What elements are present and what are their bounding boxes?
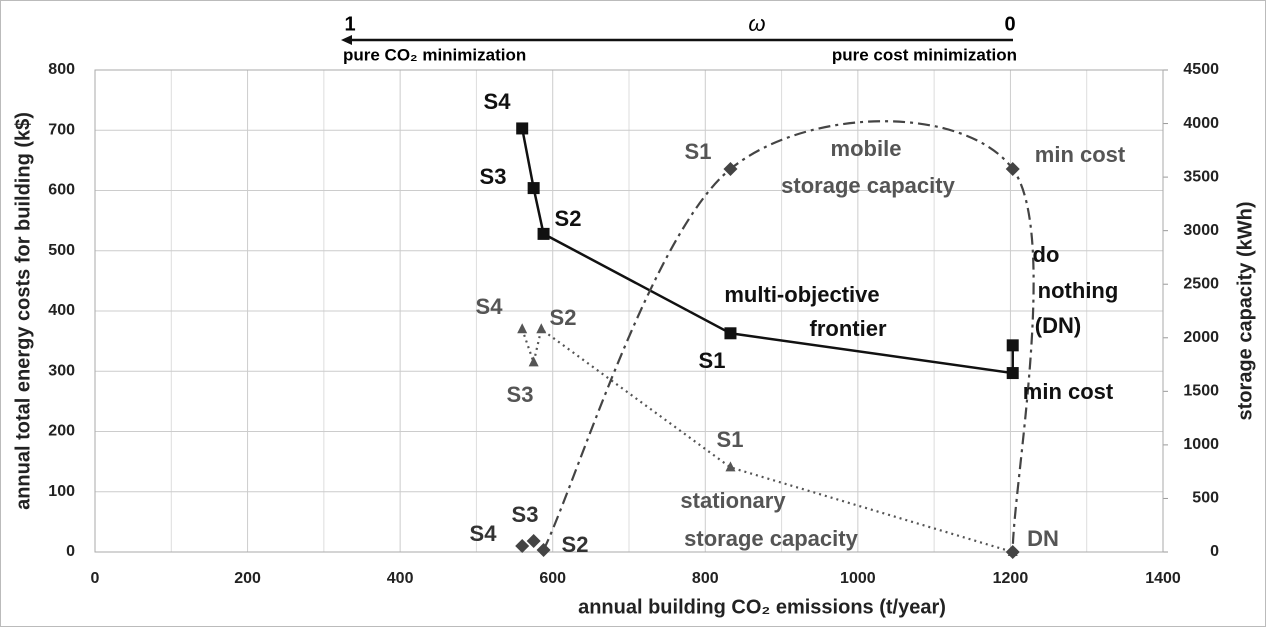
- annotation: S3: [507, 382, 534, 407]
- y2-tick-label: 4000: [1183, 115, 1219, 132]
- marker: [536, 542, 551, 557]
- omega-right: 0: [1004, 13, 1015, 35]
- y-tick-label: 400: [48, 302, 75, 319]
- y-tick-label: 700: [48, 121, 75, 138]
- annotation: frontier: [810, 316, 887, 341]
- annotation: S4: [476, 294, 504, 319]
- y-tick-label: 300: [48, 362, 75, 379]
- annotation: S3: [480, 164, 507, 189]
- marker: [517, 323, 528, 334]
- annotation: S1: [699, 348, 726, 373]
- y-tick-label: 600: [48, 182, 75, 199]
- y2-tick-label: 2000: [1183, 329, 1219, 346]
- marker: [1006, 339, 1019, 352]
- y2-tick-label: 3000: [1183, 222, 1219, 239]
- y2-tick-label: 0: [1210, 543, 1219, 560]
- y-tick-label: 0: [66, 543, 75, 560]
- annotation: multi-objective: [724, 282, 879, 307]
- x-tick-label: 800: [692, 570, 719, 587]
- marker: [515, 539, 530, 554]
- y-axis-title: annual total energy costs for building (…: [12, 112, 34, 510]
- y2-tick-label: 1500: [1183, 383, 1219, 400]
- omega-left: 1: [344, 13, 355, 35]
- marker: [537, 227, 550, 240]
- marker: [526, 533, 541, 548]
- marker: [1006, 367, 1019, 380]
- marker: [528, 356, 539, 367]
- marker: [516, 122, 529, 135]
- x-tick-label: 0: [91, 570, 100, 587]
- x-axis-title: annual building CO₂ emissions (t/year): [578, 596, 946, 618]
- annotation: S4: [470, 521, 498, 546]
- y2-axis-title: storage capacity (kWh): [1234, 202, 1256, 421]
- annotation: min cost: [1023, 379, 1114, 404]
- annotation: (DN): [1035, 313, 1081, 338]
- omega-left-text: pure CO₂ minimization: [343, 45, 526, 64]
- y-tick-label: 800: [48, 61, 75, 78]
- x-tick-label: 1200: [993, 570, 1029, 587]
- x-tick-label: 200: [234, 570, 261, 587]
- marker: [723, 161, 738, 176]
- x-tick-label: 1400: [1145, 570, 1181, 587]
- annotation: S2: [555, 206, 582, 231]
- marker: [724, 327, 737, 340]
- plot-border: [94, 69, 1164, 553]
- annotation: S3: [512, 502, 539, 527]
- y-tick-label: 100: [48, 483, 75, 500]
- y2-tick-label: 500: [1192, 490, 1219, 507]
- y2-tick-label: 3500: [1183, 168, 1219, 185]
- x-tick-label: 600: [539, 570, 566, 587]
- marker: [1005, 545, 1020, 559]
- annotation: S1: [717, 427, 744, 452]
- y-tick-label: 500: [48, 242, 75, 259]
- annotation: S1: [685, 139, 712, 164]
- omega-arrowhead: [341, 35, 352, 45]
- marker: [536, 323, 547, 334]
- omega-right-text: pure cost minimization: [832, 45, 1017, 64]
- annotation: stationary: [680, 488, 786, 513]
- omega-label: ω: [748, 11, 765, 36]
- annotation: S2: [562, 532, 589, 557]
- annotation: mobile: [831, 136, 902, 161]
- annotation: storage capacity: [781, 173, 955, 198]
- series-line: [542, 120, 1035, 553]
- annotation: do: [1033, 242, 1060, 267]
- annotation: min cost: [1035, 142, 1126, 167]
- y-tick-label: 200: [48, 423, 75, 440]
- annotation: DN: [1027, 526, 1059, 551]
- annotation: storage capacity: [684, 526, 858, 551]
- annotation: nothing: [1038, 278, 1119, 303]
- y2-tick-label: 4500: [1183, 61, 1219, 78]
- y2-tick-label: 2500: [1183, 275, 1219, 292]
- marker: [725, 461, 736, 472]
- y2-tick-label: 1000: [1183, 436, 1219, 453]
- x-tick-label: 400: [387, 570, 414, 587]
- marker: [1005, 161, 1020, 176]
- annotation: S2: [550, 305, 577, 330]
- marker: [527, 182, 540, 195]
- annotation: S4: [484, 89, 512, 114]
- x-tick-label: 1000: [840, 570, 876, 587]
